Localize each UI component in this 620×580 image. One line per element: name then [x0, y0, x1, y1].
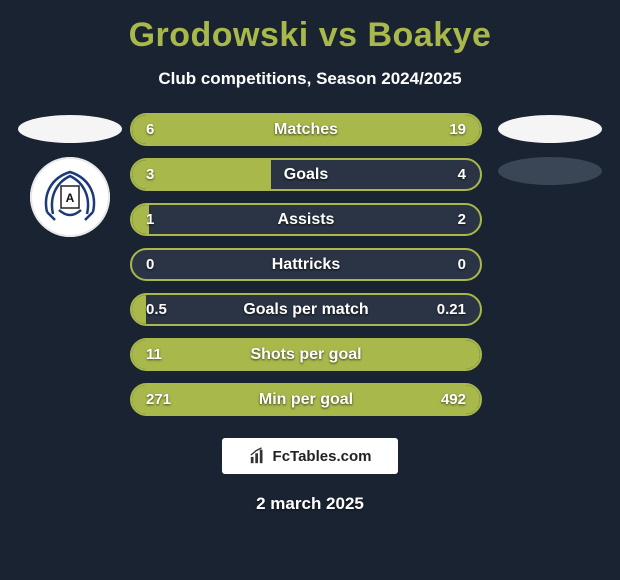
branding-text: FcTables.com — [273, 448, 372, 465]
stats-chart: 619Matches 34Goals 12Assists 00Hattricks 0.5… — [130, 113, 490, 416]
branding-badge: FcTables.com — [222, 438, 398, 474]
stat-bar: 11Shots per goal — [130, 338, 482, 371]
stat-bar: 34Goals — [130, 158, 482, 191]
stat-label: Goals — [132, 166, 480, 184]
stat-label: Goals per match — [132, 301, 480, 319]
page-title: Grodowski vs Boakye — [129, 16, 492, 55]
subtitle: Club competitions, Season 2024/2025 — [158, 69, 461, 89]
left-player-avatar-placeholder — [18, 115, 122, 143]
stat-bar: 12Assists — [130, 203, 482, 236]
stat-bar: 271492Min per goal — [130, 383, 482, 416]
main-row: A 619Matches 34Goals 12Assists 00Hattricks 0… — [0, 113, 620, 416]
stat-bar: 619Matches — [130, 113, 482, 146]
left-player-column: A — [10, 113, 130, 237]
crest-letter: A — [66, 191, 75, 205]
stat-label: Min per goal — [132, 391, 480, 409]
stat-label: Hattricks — [132, 256, 480, 274]
stat-label: Shots per goal — [132, 346, 480, 364]
right-player-avatar-placeholder — [498, 115, 602, 143]
stat-bar: 00Hattricks — [130, 248, 482, 281]
right-player-column — [490, 113, 610, 185]
left-player-crest: A — [30, 157, 110, 237]
stat-bar: 0.50.21Goals per match — [130, 293, 482, 326]
chart-icon — [249, 447, 267, 465]
date-text: 2 march 2025 — [256, 494, 364, 514]
right-player-crest-placeholder — [498, 157, 602, 185]
crest-icon: A — [37, 164, 103, 230]
comparison-infographic: Grodowski vs Boakye Club competitions, S… — [0, 0, 620, 580]
stat-label: Assists — [132, 211, 480, 229]
stat-label: Matches — [132, 121, 480, 139]
